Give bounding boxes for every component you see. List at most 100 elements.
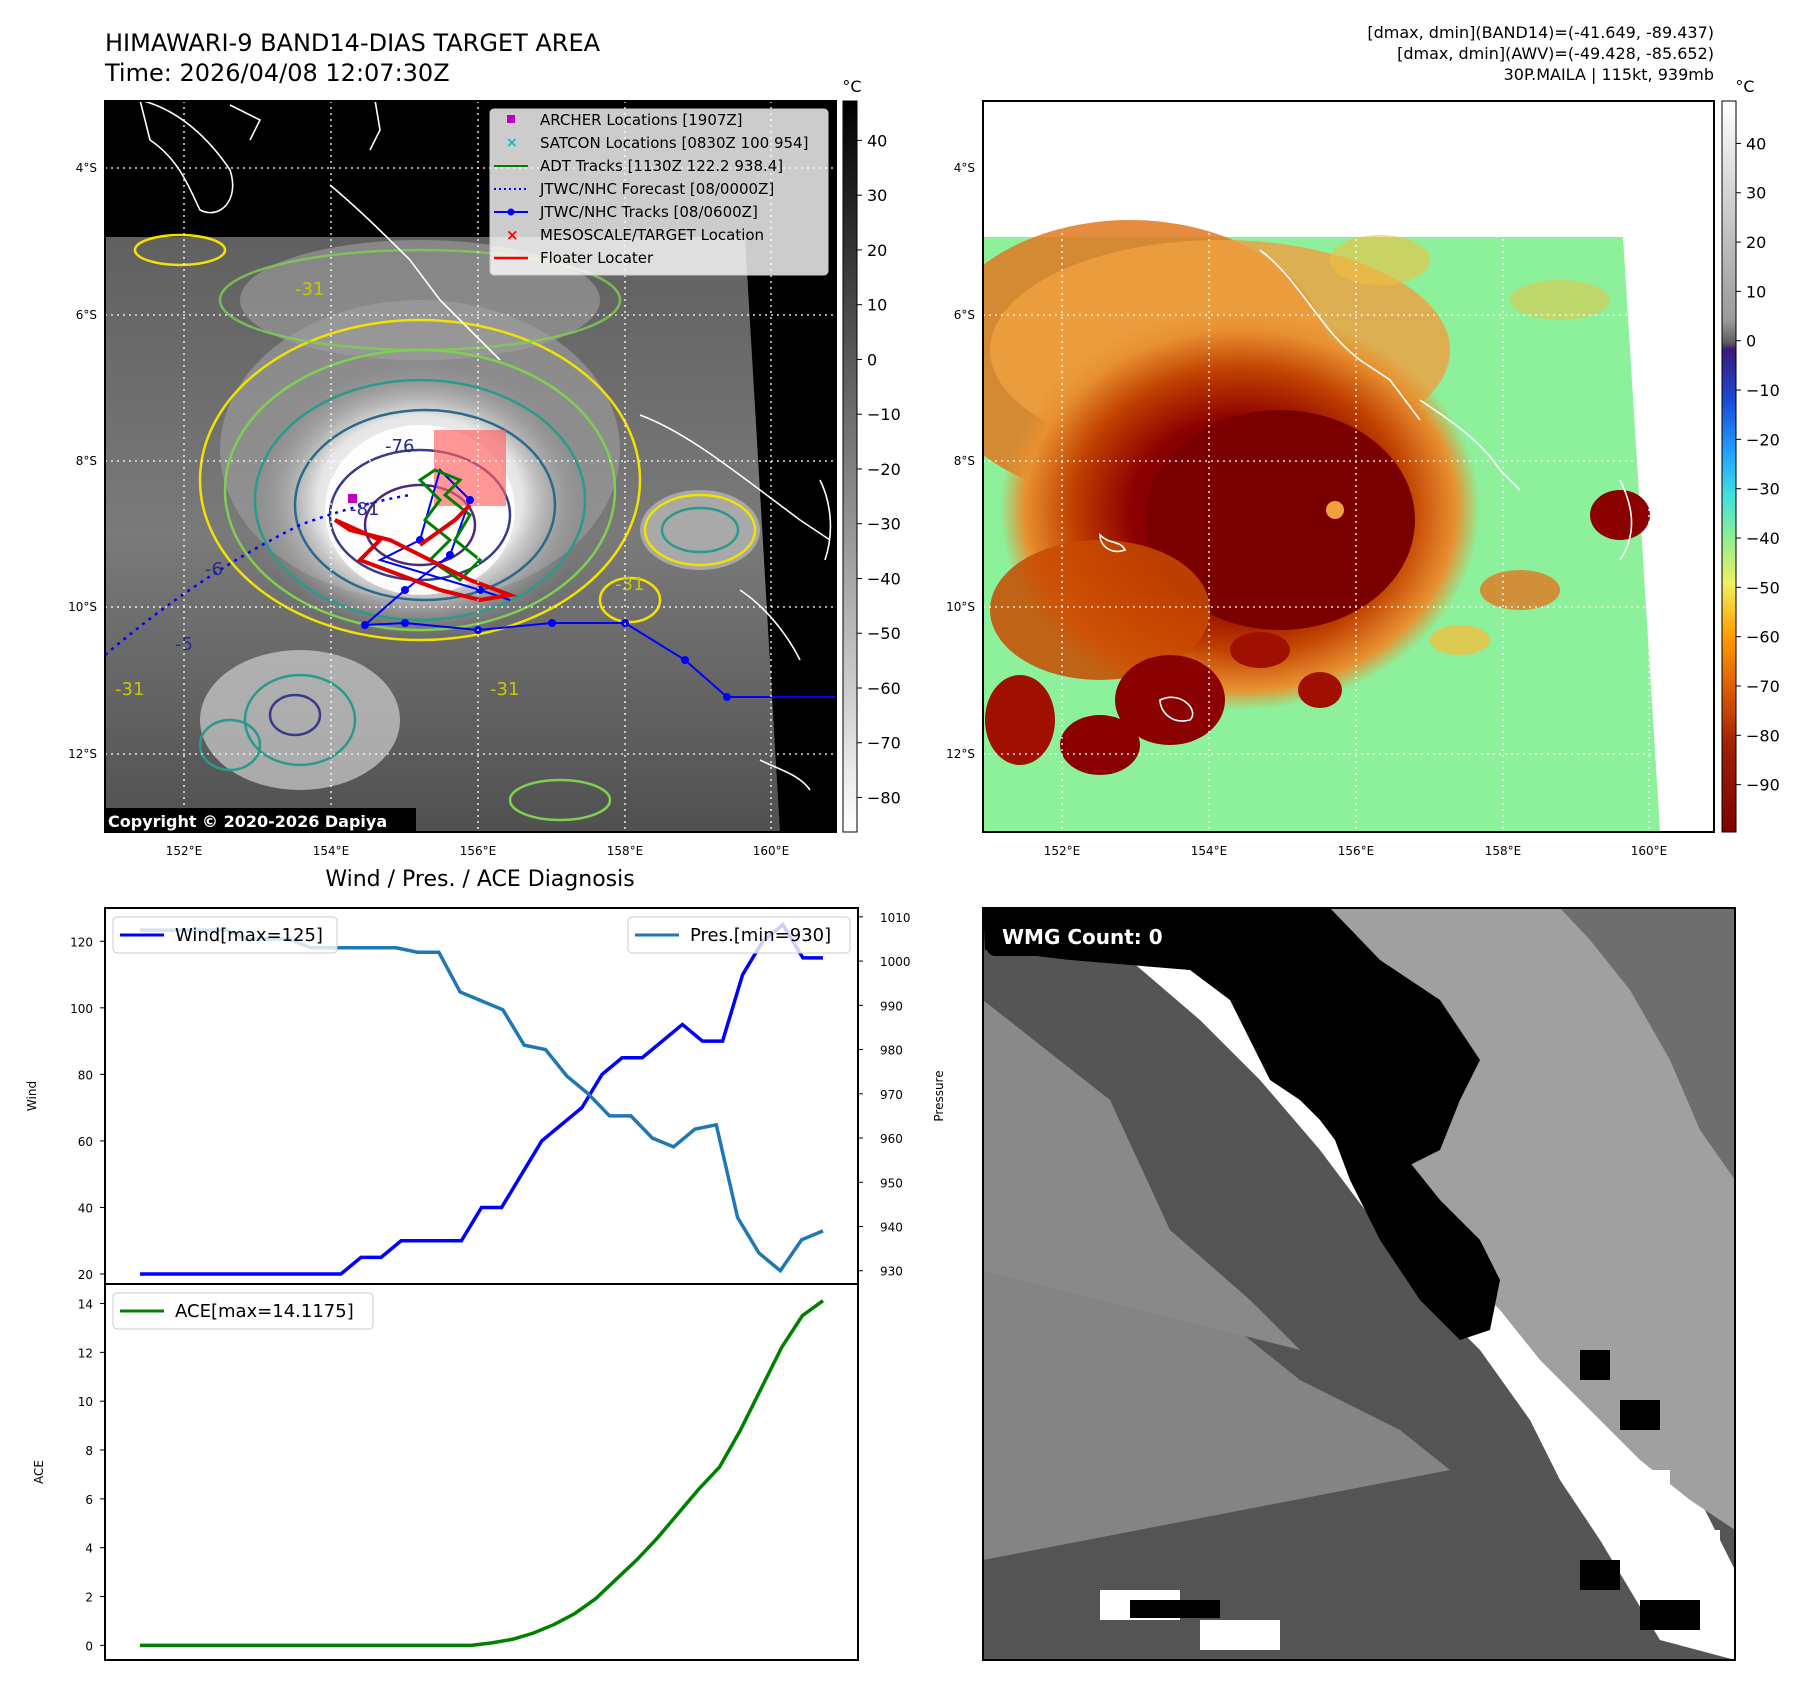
- awv-lat-ticks: 4°S 6°S 8°S 10°S 12°S: [946, 161, 975, 761]
- y-tick-label: 120: [70, 935, 93, 949]
- pressure-legend: Pres.[min=930]: [627, 916, 851, 954]
- series-line-wind: [140, 921, 823, 1276]
- series-line-pressure: [140, 928, 824, 1274]
- coastlines: [139, 101, 832, 791]
- y-tick-label: 10: [78, 1395, 93, 1409]
- lat-tick: 4°S: [954, 161, 975, 175]
- lon-tick: 158°E: [1485, 844, 1522, 858]
- lat-tick: 12°S: [68, 747, 97, 761]
- lon-tick: 152°E: [1044, 844, 1081, 858]
- lat-tick: 6°S: [954, 308, 975, 322]
- y-tick-label: 12: [78, 1346, 93, 1360]
- band14-colorbar: [842, 100, 858, 833]
- contours: [133, 233, 757, 822]
- svg-text:-31: -31: [115, 679, 144, 700]
- colorbar-tick-label: −50: [1746, 578, 1780, 597]
- colorbar-tick-label: −10: [867, 405, 901, 424]
- awv-colorbar-unit: °C: [1735, 77, 1754, 96]
- legend-item: SATCON Locations [0830Z 100 954]: [540, 134, 808, 152]
- colorbar-tick-label: −80: [867, 789, 901, 808]
- colorbar-tick-label: −50: [867, 624, 901, 643]
- y-tick-label: 60: [78, 1135, 93, 1149]
- y2-tick-label: 990: [880, 999, 903, 1013]
- colorbar-tick-label: −10: [1746, 381, 1780, 400]
- wmg-badge: [987, 920, 1177, 956]
- ace-axis-label: ACE: [32, 1460, 46, 1484]
- y-tick-label: 40: [78, 1201, 93, 1215]
- y2-tick-label: 970: [880, 1088, 903, 1102]
- colorbar-tick-label: 0: [1746, 332, 1756, 351]
- y2-tick-label: 930: [880, 1265, 903, 1279]
- ace-plot-frame: [104, 1283, 859, 1661]
- wind-legend: Wind[max=125]: [112, 916, 338, 954]
- lat-tick: 12°S: [946, 747, 975, 761]
- jtwc-forecast-track: [105, 493, 411, 656]
- ace-plot: 0 2 4 6 8 10 12 14: [78, 1298, 825, 1653]
- wind-legend-label: Wind[max=125]: [175, 925, 323, 946]
- y2-tick-label: 1010: [880, 911, 911, 925]
- y-tick-label: 20: [78, 1268, 93, 1282]
- y-tick-label: 80: [78, 1068, 93, 1082]
- lat-tick: 8°S: [954, 454, 975, 468]
- ace-legend-label: ACE[max=14.1175]: [175, 1301, 354, 1322]
- band14-colorbar-unit: °C: [842, 77, 861, 96]
- info-band14: [dmax, dmin](BAND14)=(-41.649, -89.437): [1367, 23, 1714, 42]
- band14-lon-ticks: 152°E 154°E 156°E 158°E 160°E: [166, 844, 790, 858]
- legend-item: MESOSCALE/TARGET Location: [540, 226, 764, 244]
- ace-legend: ACE[max=14.1175]: [112, 1292, 374, 1330]
- svg-text:-81: -81: [350, 499, 379, 520]
- colorbar-tick-label: 40: [867, 131, 887, 150]
- colorbar-tick-label: −60: [867, 679, 901, 698]
- map-legend: ARCHER Locations [1907Z] × SATCON Locati…: [489, 108, 829, 276]
- lon-tick: 160°E: [1631, 844, 1668, 858]
- colorbar-tick-label: −20: [1746, 430, 1780, 449]
- lat-tick: 8°S: [76, 454, 97, 468]
- lon-tick: 156°E: [1338, 844, 1375, 858]
- colorbar-tick-label: 20: [1746, 233, 1766, 252]
- copyright: Copyright © 2020-2026 Dapiya: [108, 812, 387, 831]
- awv-colorbar: [1721, 100, 1737, 833]
- svg-text:-6: -6: [205, 559, 223, 580]
- y-tick-label: 0: [85, 1639, 93, 1653]
- info-storm: 30P.MAILA | 115kt, 939mb: [1504, 65, 1714, 84]
- lon-tick: 156°E: [460, 844, 497, 858]
- wind-axis-label: Wind: [25, 1081, 39, 1111]
- colorbar-tick-label: −90: [1746, 776, 1780, 795]
- legend-mesoscale-marker: ×: [506, 226, 519, 244]
- svg-text:-5: -5: [175, 634, 193, 655]
- y2-tick-label: 980: [880, 1044, 903, 1058]
- y-tick-label: 2: [85, 1591, 93, 1605]
- info-awv: [dmax, dmin](AWV)=(-49.428, -85.652): [1397, 44, 1714, 63]
- wmg-panel: [983, 908, 1735, 1660]
- jtwc-track-line: [364, 621, 836, 698]
- colorbar-tick-label: −40: [867, 569, 901, 588]
- wind-pres-plot: 20 40 60 80 100 120 930 940 950 960 970 980 990 1000 1…: [70, 911, 910, 1282]
- floater-locater: [333, 503, 518, 603]
- lon-tick: 154°E: [1191, 844, 1228, 858]
- y-tick-label: 4: [85, 1542, 93, 1556]
- lon-tick: 154°E: [313, 844, 350, 858]
- y2-tick-label: 1000: [880, 955, 911, 969]
- archer-marker: [348, 494, 357, 503]
- y2-tick-label: 950: [880, 1176, 903, 1190]
- svg-text:-31: -31: [490, 679, 519, 700]
- colorbar-tick-label: 40: [1746, 134, 1766, 153]
- wmg-white-band: [983, 908, 1735, 1660]
- awv-colorbar-ticks: 40 30 20 10 0 −10 −20 −30 −40 −50 −60 −70 −80 −90: [1736, 134, 1780, 795]
- lat-tick: 6°S: [76, 308, 97, 322]
- band14-lat-ticks: 4°S 6°S 8°S 10°S 12°S: [68, 161, 97, 761]
- adt-track: [417, 468, 483, 582]
- band14-map-frame: [104, 100, 837, 833]
- colorbar-tick-label: −30: [1746, 480, 1780, 499]
- lon-tick: 160°E: [753, 844, 790, 858]
- copyright-box: [105, 808, 416, 832]
- wmg-count: WMG Count: 0: [1002, 925, 1163, 949]
- colorbar-tick-label: −60: [1746, 628, 1780, 647]
- colorbar-tick-label: 10: [1746, 282, 1766, 301]
- pressure-axis-label: Pressure: [932, 1070, 946, 1121]
- colorbar-tick-label: 0: [867, 350, 877, 369]
- awv-gridlines: [983, 101, 1714, 832]
- figure-title: HIMAWARI-9 BAND14-DIAS TARGET AREA: [105, 29, 601, 57]
- legend-archer-marker: [507, 115, 515, 123]
